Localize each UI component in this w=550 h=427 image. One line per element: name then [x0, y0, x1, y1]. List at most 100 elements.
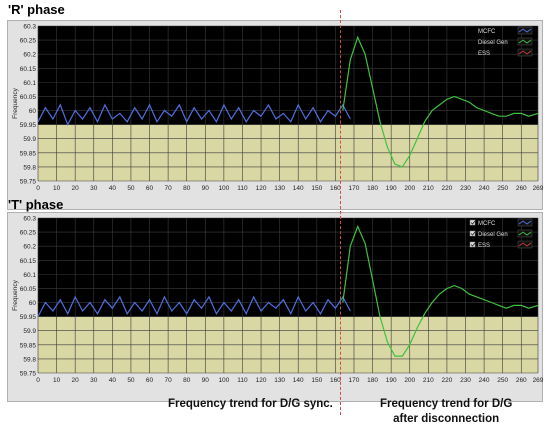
x-tick-label: 190 — [386, 377, 397, 384]
x-tick-label: 70 — [164, 377, 172, 384]
legend-checkbox — [469, 241, 476, 248]
legend-label: Diesel Gen — [478, 232, 508, 238]
y-tick-label: 60 — [29, 108, 37, 115]
legend-swatch-line — [518, 231, 532, 236]
x-tick-label: 180 — [367, 185, 378, 192]
series-line-diesel-gen — [342, 35, 539, 168]
y-tick-label: 60.1 — [23, 272, 36, 279]
chart-panel-t: 59.75 59.8 59.85 59.9 59.95 60 60.05 60.1 60.15 6… — [7, 212, 544, 402]
x-tick-label: 230 — [460, 377, 471, 384]
x-tick-label: 160 — [330, 185, 341, 192]
caption-after: Frequency trend for D/G after disconnect… — [380, 397, 512, 427]
x-tick-label: 150 — [311, 377, 322, 384]
legend-swatch-line — [518, 39, 532, 44]
y-tick-label: 60.2 — [23, 244, 36, 251]
disconnection-marker — [340, 10, 341, 415]
frequency-chart-r: 59.75 59.8 59.85 59.9 59.95 60 60.05 60.1 60.15 6… — [12, 24, 544, 193]
frequency-chart-t: 59.75 59.8 59.85 59.9 59.95 60 60.05 60.1 60.15 6… — [12, 216, 544, 385]
x-tick-label: 10 — [53, 377, 61, 384]
y-tick-label: 60.25 — [20, 230, 37, 237]
x-tick-label: 260 — [516, 377, 527, 384]
phase-label-t: 'T' phase — [8, 197, 64, 212]
x-tick-label: 240 — [479, 377, 490, 384]
x-tick-label: 90 — [202, 377, 210, 384]
x-tick-label: 40 — [109, 377, 117, 384]
x-tick-label: 200 — [404, 185, 415, 192]
y-tick-label: 60.15 — [20, 66, 37, 73]
phase-label-r: 'R' phase — [8, 2, 65, 17]
x-tick-label: 269 — [533, 185, 544, 192]
y-tick-label: 60.1 — [23, 80, 36, 87]
y-axis-label: Frequency — [12, 87, 19, 118]
legend-swatch-line — [518, 220, 532, 225]
check-icon — [470, 242, 476, 247]
y-tick-label: 59.95 — [20, 122, 37, 129]
x-tick-label: 260 — [516, 185, 527, 192]
y-tick-label: 59.95 — [20, 314, 37, 321]
x-tick-label: 90 — [202, 185, 210, 192]
x-tick-label: 80 — [183, 185, 191, 192]
x-tick-label: 150 — [311, 185, 322, 192]
x-tick-label: 250 — [497, 377, 508, 384]
x-tick-label: 180 — [367, 377, 378, 384]
y-tick-label: 60.15 — [20, 258, 37, 265]
legend-swatch-line — [518, 242, 532, 247]
series-line-diesel-gen — [342, 224, 539, 357]
legend-checkbox — [469, 230, 476, 237]
x-tick-label: 30 — [90, 185, 98, 192]
x-tick-label: 220 — [441, 377, 452, 384]
y-tick-label: 60.05 — [20, 94, 37, 101]
x-tick-label: 110 — [237, 185, 248, 192]
series-line-mcfc — [37, 103, 351, 127]
caption-after-line2: after disconnection — [393, 413, 500, 425]
series-line-mcfc — [37, 295, 351, 317]
x-tick-label: 190 — [386, 185, 397, 192]
x-tick-label: 70 — [164, 185, 172, 192]
x-tick-label: 200 — [404, 377, 415, 384]
y-tick-label: 59.75 — [20, 371, 37, 378]
x-tick-label: 140 — [293, 185, 304, 192]
y-tick-label: 60.05 — [20, 286, 37, 293]
x-tick-label: 110 — [237, 377, 248, 384]
y-tick-label: 59.9 — [23, 136, 36, 143]
x-tick-label: 60 — [146, 377, 154, 384]
x-tick-label: 100 — [218, 185, 229, 192]
x-tick-label: 220 — [441, 185, 452, 192]
y-tick-label: 59.8 — [23, 356, 36, 363]
check-icon — [470, 231, 476, 236]
x-tick-label: 20 — [72, 185, 80, 192]
caption-sync: Frequency trend for D/G sync. — [168, 398, 333, 410]
check-icon — [470, 220, 476, 225]
y-tick-label: 59.85 — [20, 342, 37, 349]
x-tick-label: 269 — [533, 377, 544, 384]
x-tick-label: 210 — [423, 185, 434, 192]
x-tick-label: 50 — [127, 185, 135, 192]
x-tick-label: 130 — [274, 377, 285, 384]
chart-panel-r: 59.75 59.8 59.85 59.9 59.95 60 60.05 60.1 60.15 6… — [7, 20, 544, 210]
legend-label: MCFC — [478, 29, 496, 35]
legend-label: MCFC — [478, 221, 496, 227]
x-tick-label: 80 — [183, 377, 191, 384]
legend-label: ESS — [478, 51, 490, 57]
legend-label: Diesel Gen — [478, 40, 508, 46]
y-tick-label: 60.3 — [23, 24, 36, 31]
y-tick-label: 59.75 — [20, 179, 37, 186]
y-tick-label: 59.85 — [20, 150, 37, 157]
x-tick-label: 130 — [274, 185, 285, 192]
x-tick-label: 60 — [146, 185, 154, 192]
x-tick-label: 0 — [36, 185, 40, 192]
legend-swatch-line — [518, 50, 532, 55]
y-tick-label: 60.25 — [20, 38, 37, 45]
x-tick-label: 120 — [256, 185, 267, 192]
legend-swatch-line — [518, 28, 532, 33]
x-tick-label: 0 — [36, 377, 40, 384]
x-tick-label: 30 — [90, 377, 98, 384]
x-tick-label: 100 — [218, 377, 229, 384]
legend-label: ESS — [478, 243, 490, 249]
x-tick-label: 120 — [256, 377, 267, 384]
x-tick-label: 170 — [349, 185, 360, 192]
y-tick-label: 60.2 — [23, 52, 36, 59]
y-axis-label: Frequency — [12, 279, 19, 310]
legend-checkbox — [469, 219, 476, 226]
x-tick-label: 140 — [293, 377, 304, 384]
